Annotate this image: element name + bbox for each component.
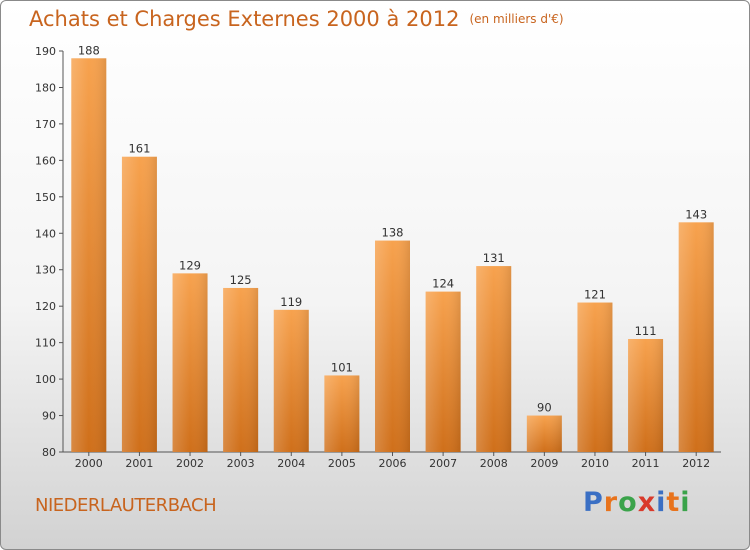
data-label-2005: 101 bbox=[331, 360, 353, 374]
logo-letter: i bbox=[656, 487, 667, 518]
bar-shade-2011 bbox=[628, 338, 664, 452]
x-tick-label-2011: 2011 bbox=[632, 457, 660, 470]
data-label-2007: 124 bbox=[432, 277, 454, 291]
y-tick-label: 190 bbox=[35, 45, 56, 58]
bar-shade-2006 bbox=[375, 240, 410, 452]
y-tick-label: 140 bbox=[35, 227, 56, 240]
logo-letter: t bbox=[666, 487, 681, 518]
x-tick-label-2001: 2001 bbox=[125, 457, 153, 470]
commune-name: NIEDERLAUTERBACH bbox=[35, 495, 217, 516]
bar-shade-2009 bbox=[526, 415, 562, 452]
x-tick-label-2004: 2004 bbox=[277, 457, 305, 470]
data-label-2009: 90 bbox=[537, 401, 552, 415]
chart-bars bbox=[71, 58, 714, 453]
bar-shade-2005 bbox=[324, 375, 360, 452]
logo-letter: i bbox=[680, 487, 691, 518]
y-tick-label: 100 bbox=[35, 373, 56, 386]
x-tick-label-2005: 2005 bbox=[328, 457, 356, 470]
bar-shade-2002 bbox=[172, 273, 208, 452]
y-tick-label: 180 bbox=[35, 81, 56, 94]
x-tick-label-2010: 2010 bbox=[581, 457, 609, 470]
data-label-2000: 188 bbox=[78, 43, 100, 57]
bar-shade-2004 bbox=[273, 309, 309, 452]
y-tick-label: 80 bbox=[42, 446, 56, 459]
data-label-2011: 111 bbox=[635, 324, 657, 338]
bar-shade-2010 bbox=[577, 302, 613, 452]
data-label-2006: 138 bbox=[382, 226, 404, 240]
x-tick-label-2000: 2000 bbox=[75, 457, 103, 470]
x-tick-label-2006: 2006 bbox=[379, 457, 407, 470]
data-label-2010: 121 bbox=[584, 288, 606, 302]
data-label-2004: 119 bbox=[280, 295, 302, 309]
logo-letter: r bbox=[603, 487, 619, 518]
chart-labels: 188 161 129 125 119 101 138 124 131 90 121 111 143 bbox=[78, 43, 707, 414]
y-tick-label: 170 bbox=[35, 118, 56, 131]
bar-shade-2003 bbox=[223, 287, 259, 452]
data-label-2008: 131 bbox=[483, 251, 505, 265]
bar-shade-2000 bbox=[71, 58, 107, 453]
data-label-2001: 161 bbox=[128, 142, 150, 156]
x-tick-label-2008: 2008 bbox=[480, 457, 508, 470]
data-label-2003: 125 bbox=[230, 273, 252, 287]
y-tick-label: 110 bbox=[35, 337, 56, 350]
y-tick-label: 90 bbox=[42, 410, 56, 423]
data-label-2012: 143 bbox=[685, 207, 707, 221]
y-tick-label: 160 bbox=[35, 154, 56, 167]
x-tick-label-2012: 2012 bbox=[682, 457, 710, 470]
bar-shade-2001 bbox=[121, 156, 157, 452]
chart-title: Achats et Charges Externes 2000 à 2012 (e… bbox=[29, 7, 564, 31]
proxiti-logo: Proxiti bbox=[583, 487, 691, 518]
x-tick-label-2002: 2002 bbox=[176, 457, 204, 470]
logo-letter: o bbox=[618, 487, 638, 518]
logo-letter: P bbox=[583, 487, 604, 518]
bar-shade-2012 bbox=[678, 222, 714, 452]
y-tick-label: 130 bbox=[35, 264, 56, 277]
bar-shade-2007 bbox=[425, 291, 461, 452]
x-tick-label-2003: 2003 bbox=[227, 457, 255, 470]
chart-title-unit: (en milliers d'€) bbox=[469, 12, 564, 26]
x-tick-label-2007: 2007 bbox=[429, 457, 457, 470]
data-label-2002: 129 bbox=[179, 258, 201, 272]
bar-shade-2008 bbox=[476, 266, 512, 452]
logo-letter: x bbox=[637, 487, 657, 518]
y-tick-label: 120 bbox=[35, 300, 56, 313]
chart-axes: 80 90 100 110 120 130 140 150 160 170 180 190 2000 20… bbox=[35, 45, 721, 470]
x-tick-label-2009: 2009 bbox=[530, 457, 558, 470]
chart-title-text: Achats et Charges Externes 2000 à 2012 bbox=[29, 7, 460, 31]
y-tick-label: 150 bbox=[35, 191, 56, 204]
